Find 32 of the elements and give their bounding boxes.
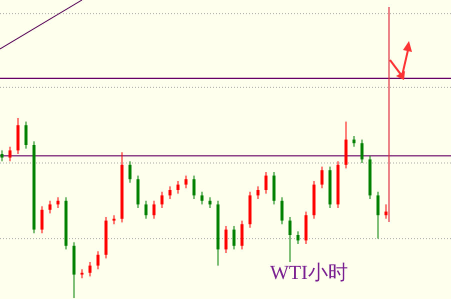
candlestick: [152, 200, 156, 220]
candlestick: [168, 186, 172, 200]
candlestick: [184, 175, 188, 189]
candlestick: [160, 191, 164, 208]
candlestick: [384, 204, 388, 220]
candlestick: [24, 121, 28, 150]
candlestick: [208, 196, 212, 208]
candlestick: [264, 172, 268, 194]
candlestick: [256, 186, 260, 200]
candlestick: [296, 230, 300, 244]
candlestick: [224, 226, 228, 254]
candlestick: [280, 196, 284, 225]
candlestick: [240, 220, 244, 250]
candlestick: [56, 196, 60, 208]
candlestick: [88, 262, 92, 277]
candlestick: [48, 200, 52, 214]
candlestick: [232, 226, 236, 250]
candlestick: [40, 206, 44, 234]
candlestick: [0, 150, 4, 162]
candlestick: [376, 191, 380, 240]
candlestick: [128, 160, 132, 184]
candlestick: [176, 180, 180, 194]
candlestick: [144, 200, 148, 220]
candlestick: [360, 139, 364, 164]
candlestick: [320, 166, 324, 189]
annotation: WTI小时: [270, 262, 348, 284]
candlestick: [96, 250, 100, 270]
candlestick: [288, 216, 292, 262]
candlestick: [352, 136, 356, 148]
candlestick: [8, 146, 12, 162]
candlestick: [192, 175, 196, 200]
candlestick: [200, 191, 204, 205]
